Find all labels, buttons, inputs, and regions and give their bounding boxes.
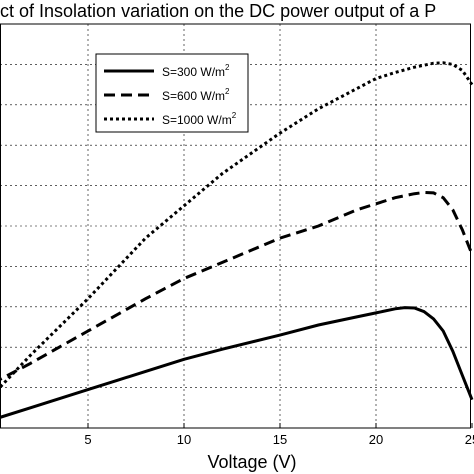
x-axis-label: Voltage (V) [207, 452, 296, 472]
series-line-dashed [0, 190, 474, 382]
series-line-dotted [0, 61, 474, 390]
legend-box [95, 53, 249, 133]
plot-frame [0, 23, 471, 429]
series-line-solid [0, 306, 474, 419]
chart-title: ct of Insolation variation on the DC pow… [0, 1, 436, 21]
x-tick-label: 15 [273, 432, 287, 447]
x-tick-label: 10 [177, 432, 191, 447]
legend-label: S=300 W/m2 [162, 63, 230, 79]
legend-items: S=300 W/m2 S=600 W/m2 S=1000 W/m2 [104, 63, 237, 127]
x-tick-label: 20 [369, 432, 383, 447]
legend-label: S=600 W/m2 [162, 87, 230, 103]
legend-label: S=1000 W/m2 [162, 111, 237, 127]
series-layer [0, 61, 474, 419]
x-tick-label: 5 [84, 432, 91, 447]
x-tick-label: 25 [465, 432, 474, 447]
legend: S=300 W/m2 S=600 W/m2 S=1000 W/m2 [95, 53, 249, 133]
x-tick-labels: 5 10 15 20 25 [84, 423, 474, 447]
